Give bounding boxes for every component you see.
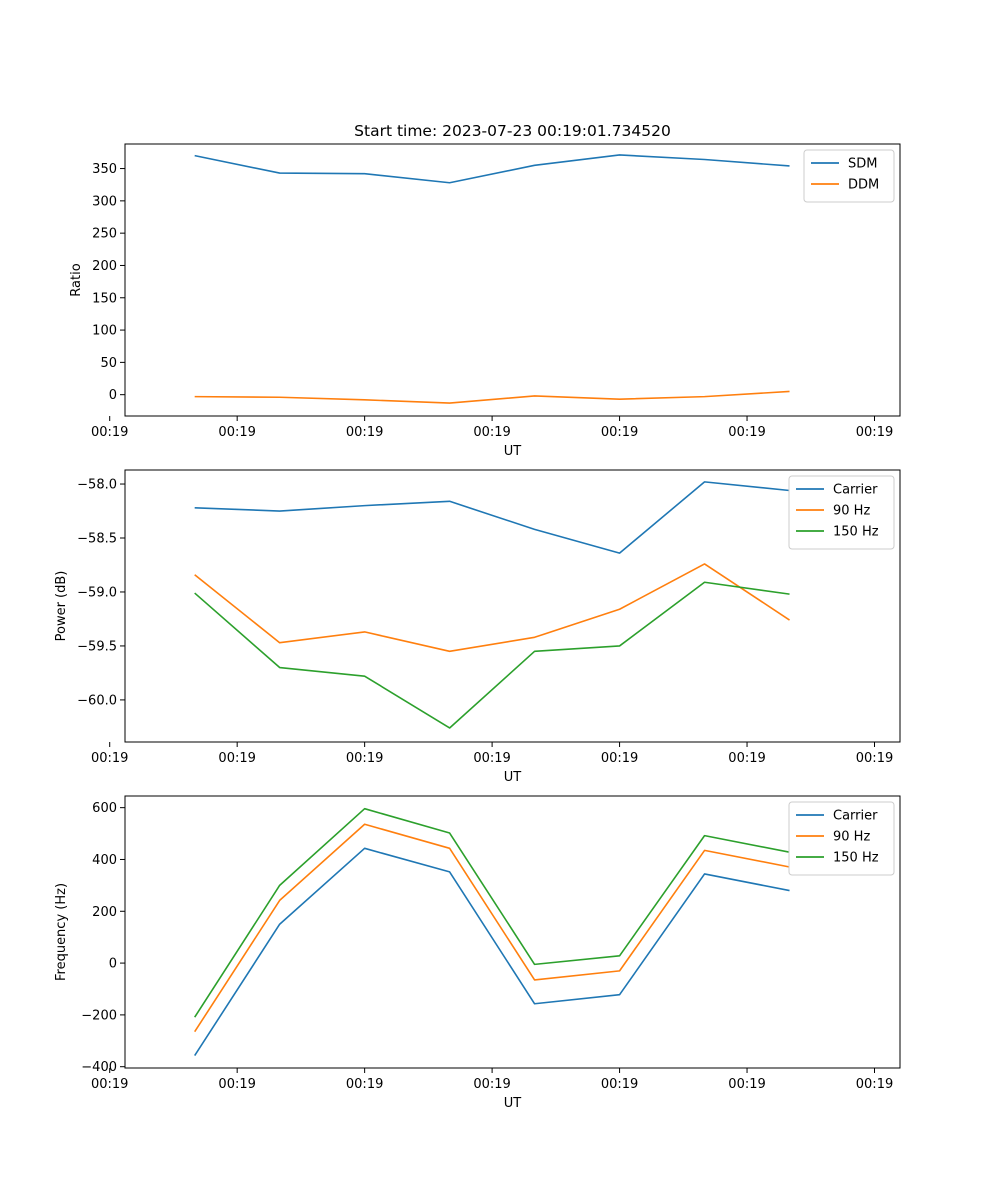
ratio-x-tick-label: 00:19 (346, 425, 383, 440)
power-legend-label-90-hz: 90 Hz (833, 504, 870, 519)
power-x-tick-label: 00:19 (601, 751, 638, 766)
frequency-y-tick-label: 200 (92, 905, 117, 920)
ratio-legend-label-sdm: SDM (848, 157, 877, 172)
ratio-x-tick-label: 00:19 (856, 425, 893, 440)
frequency-axes-frame (124, 795, 901, 1069)
ratio-y-tick-label: 350 (92, 162, 117, 177)
ratio-y-tick-label: 250 (92, 227, 117, 242)
power-y-tick-label: −59.0 (77, 585, 117, 600)
ratio-y-axis-label: Ratio (69, 263, 84, 296)
power-series-carrier-line (194, 481, 790, 554)
frequency-y-tick-label: 400 (92, 853, 117, 868)
frequency-series-150-hz-line (194, 807, 790, 1018)
frequency-x-tick-label: 00:19 (473, 1077, 510, 1092)
power-legend-label-150-hz: 150 Hz (833, 525, 879, 540)
frequency-y-tick-label: −400 (81, 1060, 117, 1075)
power-series-90-hz-line (194, 563, 790, 653)
ratio-x-tick-label: 00:19 (601, 425, 638, 440)
frequency-series-carrier-line (194, 847, 790, 1057)
power-x-tick-label: 00:19 (91, 751, 128, 766)
frequency-x-tick-label: 00:19 (91, 1077, 128, 1092)
power-series-150-hz-line (194, 581, 790, 729)
ratio-y-tick-label: 150 (92, 291, 117, 306)
power-x-tick-label: 00:19 (218, 751, 255, 766)
ratio-x-tick-label: 00:19 (91, 425, 128, 440)
power-y-tick-label: −60.0 (77, 693, 117, 708)
frequency-x-tick-label: 00:19 (218, 1077, 255, 1092)
ratio-series-sdm-line (194, 154, 790, 184)
power-y-tick-label: −59.5 (77, 639, 117, 654)
frequency-legend-label-carrier: Carrier (833, 809, 878, 824)
ratio-axes-frame (124, 143, 901, 417)
power-x-tick-label: 00:19 (346, 751, 383, 766)
power-y-tick-label: −58.5 (77, 532, 117, 547)
frequency-legend-label-150-hz: 150 Hz (833, 851, 879, 866)
panel-power: 00:19 00:19 00:19 00:19 00:19 00:19 00:19 −60.0… (54, 469, 901, 785)
power-y-tick-label: −58.0 (77, 478, 117, 493)
frequency-y-axis-label: Frequency (Hz) (54, 883, 69, 981)
frequency-x-tick-label: 00:19 (856, 1077, 893, 1092)
frequency-x-axis-label: UT (504, 1096, 522, 1111)
power-x-tick-label: 00:19 (856, 751, 893, 766)
ratio-series-ddm-line (194, 390, 790, 404)
power-y-axis-label: Power (dB) (54, 571, 69, 642)
figure-title: Start time: 2023-07-23 00:19:01.734520 (354, 122, 671, 140)
ratio-y-tick-label: 0 (109, 388, 117, 403)
frequency-series-90-hz-line (194, 823, 790, 1033)
power-legend-label-carrier: Carrier (833, 483, 878, 498)
ratio-x-tick-label: 00:19 (473, 425, 510, 440)
frequency-x-tick-label: 00:19 (728, 1077, 765, 1092)
power-axes-frame (124, 469, 901, 743)
ratio-y-tick-label: 50 (100, 356, 117, 371)
frequency-legend-label-90-hz: 90 Hz (833, 830, 870, 845)
power-x-tick-label: 00:19 (728, 751, 765, 766)
frequency-y-tick-label: 600 (92, 801, 117, 816)
ratio-legend-label-ddm: DDM (848, 178, 879, 193)
ratio-x-axis-label: UT (504, 444, 522, 459)
power-x-axis-label: UT (504, 770, 522, 785)
frequency-y-tick-label: 0 (109, 957, 117, 972)
frequency-x-tick-label: 00:19 (601, 1077, 638, 1092)
panel-frequency: 00:19 00:19 00:19 00:19 00:19 00:19 00:19 −400 −… (54, 795, 901, 1111)
frequency-y-tick-label: −200 (81, 1008, 117, 1023)
ratio-x-tick-label: 00:19 (218, 425, 255, 440)
frequency-x-tick-label: 00:19 (346, 1077, 383, 1092)
power-x-tick-label: 00:19 (473, 751, 510, 766)
ratio-y-tick-label: 100 (92, 324, 117, 339)
ratio-x-tick-label: 00:19 (728, 425, 765, 440)
panel-ratio: 00:19 00:19 00:19 00:19 00:19 00:19 00:19 0 50 10… (69, 143, 901, 459)
ratio-y-tick-label: 200 (92, 259, 117, 274)
ratio-y-tick-label: 300 (92, 194, 117, 209)
